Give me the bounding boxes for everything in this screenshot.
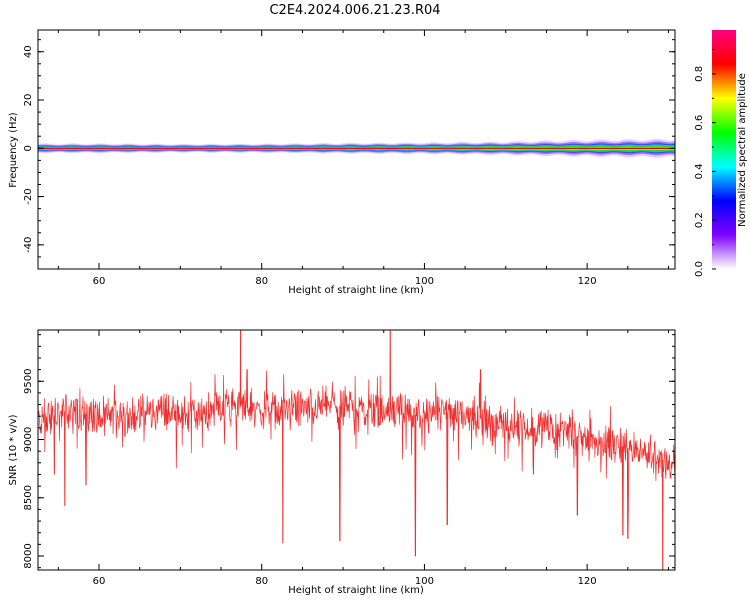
colorbar-label: Normalized spectral amplitude (737, 73, 748, 227)
x-tick-label: 80 (255, 276, 268, 287)
spectrogram-x-ticks: 60 80 100 120 (57, 30, 669, 287)
colorbar-gradient (712, 30, 736, 269)
x-tick-label: 60 (93, 276, 106, 287)
x-tick-label: 120 (578, 576, 597, 587)
x-tick-label: 100 (415, 276, 434, 287)
x-tick-label: 80 (255, 576, 268, 587)
y-tick-label: 0 (23, 145, 34, 151)
y-tick-label: -20 (23, 188, 34, 204)
colorbar-tick-label: 0.2 (694, 212, 705, 228)
y-tick-label: 9000 (23, 427, 34, 452)
snr-frame (37, 329, 676, 571)
snr-series (38, 330, 675, 570)
colorbar-ticks: 0.0 0.2 0.4 0.6 0.8 (694, 49, 716, 277)
colorbar-tick-label: 0.4 (694, 163, 705, 179)
snr-x-ticks: 60 80 100 120 (57, 330, 669, 587)
snr-panel: 60 80 100 120 8000 8500 9000 9500 Height of st… (8, 329, 676, 596)
colorbar-tick-label: 0.0 (694, 261, 705, 277)
snr-y-label: SNR (10 * v/v) (8, 414, 19, 485)
x-tick-label: 60 (93, 576, 106, 587)
spectrogram-x-label: Height of straight line (km) (288, 285, 424, 296)
spectrogram-y-ticks: -40 -20 0 20 40 (23, 39, 675, 270)
y-tick-label: 8000 (23, 543, 34, 568)
spectral-band (38, 138, 675, 158)
y-tick-label: 8500 (23, 485, 34, 510)
colorbar-tick-label: 0.8 (694, 66, 705, 82)
figure-title: C2E4.2024.006.21.23.R04 (269, 3, 440, 18)
colorbar-tick-label: 0.6 (694, 115, 705, 131)
x-tick-label: 100 (415, 576, 434, 587)
spectrogram-panel: 60 80 100 120 -40 -20 0 20 40 Height of straigh… (8, 29, 676, 296)
x-tick-label: 120 (578, 276, 597, 287)
spectrogram-y-label: Frequency (Hz) (8, 112, 19, 188)
snr-y-ticks: 8000 8500 9000 9500 (23, 334, 675, 569)
y-tick-label: 20 (23, 94, 34, 107)
y-tick-label: 40 (23, 45, 34, 58)
colorbar: 0.0 0.2 0.4 0.6 0.8 Normalized spectral ampl… (694, 30, 748, 277)
y-tick-label: -40 (23, 237, 34, 253)
spectrogram-frame (37, 29, 676, 270)
snr-line (38, 330, 675, 570)
y-tick-label: 9500 (23, 369, 34, 394)
snr-x-label: Height of straight line (km) (288, 585, 424, 596)
